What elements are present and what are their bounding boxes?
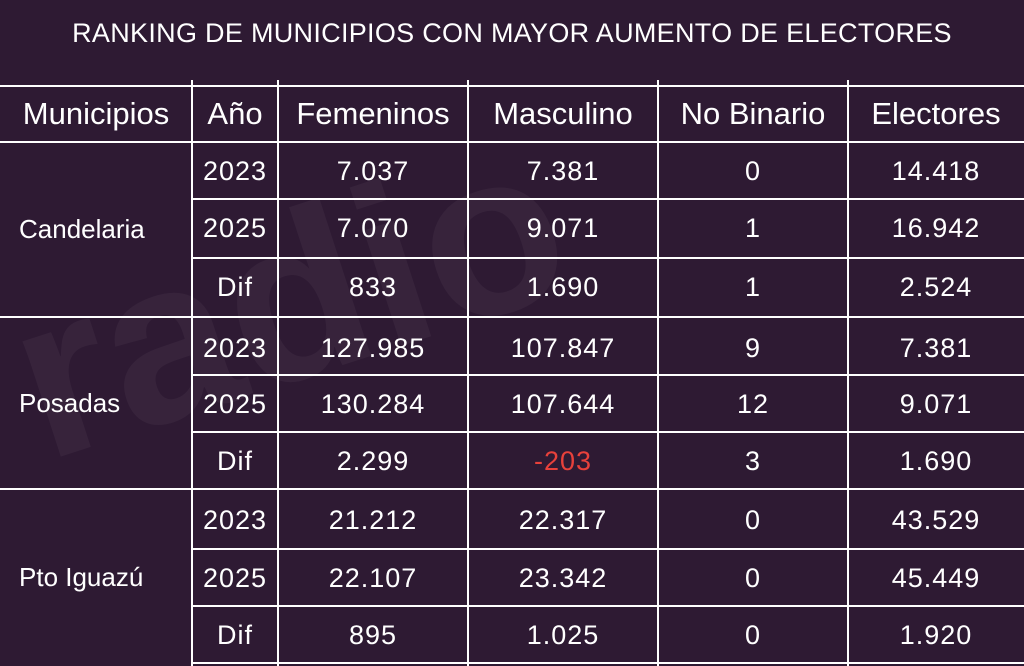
no-binario-cell: 9 xyxy=(744,332,762,363)
group-divider xyxy=(192,662,1024,664)
no-binario-cell: 0 xyxy=(744,562,762,593)
header-bottom-line xyxy=(0,141,1024,143)
electores-cell: 9.071 xyxy=(899,388,973,419)
column-divider xyxy=(277,80,279,666)
header-masculino: Masculino xyxy=(493,95,633,131)
masculino-cell: 107.847 xyxy=(510,332,616,363)
femeninos-cell: 130.284 xyxy=(320,388,426,419)
column-divider xyxy=(847,80,849,666)
femeninos-cell: 127.985 xyxy=(320,332,426,363)
year-cell: 2025 xyxy=(202,388,268,419)
no-binario-cell: 0 xyxy=(744,155,762,186)
header-municipios: Municipios xyxy=(22,95,170,131)
row-divider xyxy=(192,198,1024,200)
no-binario-cell: 1 xyxy=(744,212,762,243)
femeninos-cell: 7.070 xyxy=(336,212,410,243)
electores-cell: 16.942 xyxy=(891,212,981,243)
masculino-cell: 107.644 xyxy=(510,388,616,419)
header-anio: Año xyxy=(207,95,263,131)
femeninos-cell: 833 xyxy=(348,271,398,302)
electores-cell: 2.524 xyxy=(899,271,973,302)
row-divider xyxy=(192,374,1024,376)
header-top-line xyxy=(0,85,1024,87)
year-cell: Dif xyxy=(217,445,253,476)
no-binario-cell: 12 xyxy=(736,388,770,419)
masculino-cell: 1.025 xyxy=(526,619,600,650)
header-femeninos: Femeninos xyxy=(296,95,450,131)
year-cell: 2023 xyxy=(202,155,268,186)
row-divider xyxy=(192,605,1024,607)
row-divider xyxy=(192,548,1024,550)
year-cell: Dif xyxy=(217,271,253,302)
electores-cell: 7.381 xyxy=(899,332,973,363)
year-cell: Dif xyxy=(217,619,253,650)
column-divider xyxy=(191,80,193,666)
column-divider xyxy=(467,80,469,666)
electores-cell: 1.690 xyxy=(899,445,973,476)
no-binario-cell: 0 xyxy=(744,619,762,650)
row-divider xyxy=(192,257,1024,259)
group-divider xyxy=(0,316,1024,318)
year-cell: 2025 xyxy=(202,212,268,243)
femeninos-cell: 22.107 xyxy=(328,562,418,593)
header-electores: Electores xyxy=(871,95,1001,131)
page-title: RANKING DE MUNICIPIOS CON MAYOR AUMENTO … xyxy=(72,18,952,48)
femeninos-cell: 895 xyxy=(348,619,398,650)
masculino-cell: 23.342 xyxy=(518,562,608,593)
municipio-label: Posadas xyxy=(19,387,121,418)
year-cell: 2025 xyxy=(202,562,268,593)
no-binario-cell: 0 xyxy=(744,504,762,535)
electores-cell: 14.418 xyxy=(891,155,981,186)
row-divider xyxy=(192,431,1024,433)
electores-cell: 45.449 xyxy=(891,562,981,593)
municipio-label: Candelaria xyxy=(19,214,145,244)
electores-cell: 1.920 xyxy=(899,619,973,650)
year-cell: 2023 xyxy=(202,504,268,535)
masculino-cell: 9.071 xyxy=(526,212,600,243)
year-cell: 2023 xyxy=(202,332,268,363)
header-no-binario: No Binario xyxy=(680,95,826,131)
no-binario-cell: 3 xyxy=(744,445,762,476)
no-binario-cell: 1 xyxy=(744,271,762,302)
femeninos-cell: 2.299 xyxy=(336,445,410,476)
femeninos-cell: 7.037 xyxy=(336,155,410,186)
column-divider xyxy=(657,80,659,666)
electores-cell: 43.529 xyxy=(891,504,981,535)
femeninos-cell: 21.212 xyxy=(328,504,418,535)
municipio-label: Pto Iguazú xyxy=(19,561,144,592)
group-divider xyxy=(0,488,1024,490)
masculino-cell: -203 xyxy=(533,445,593,476)
masculino-cell: 22.317 xyxy=(518,504,608,535)
masculino-cell: 7.381 xyxy=(526,155,600,186)
masculino-cell: 1.690 xyxy=(526,271,600,302)
